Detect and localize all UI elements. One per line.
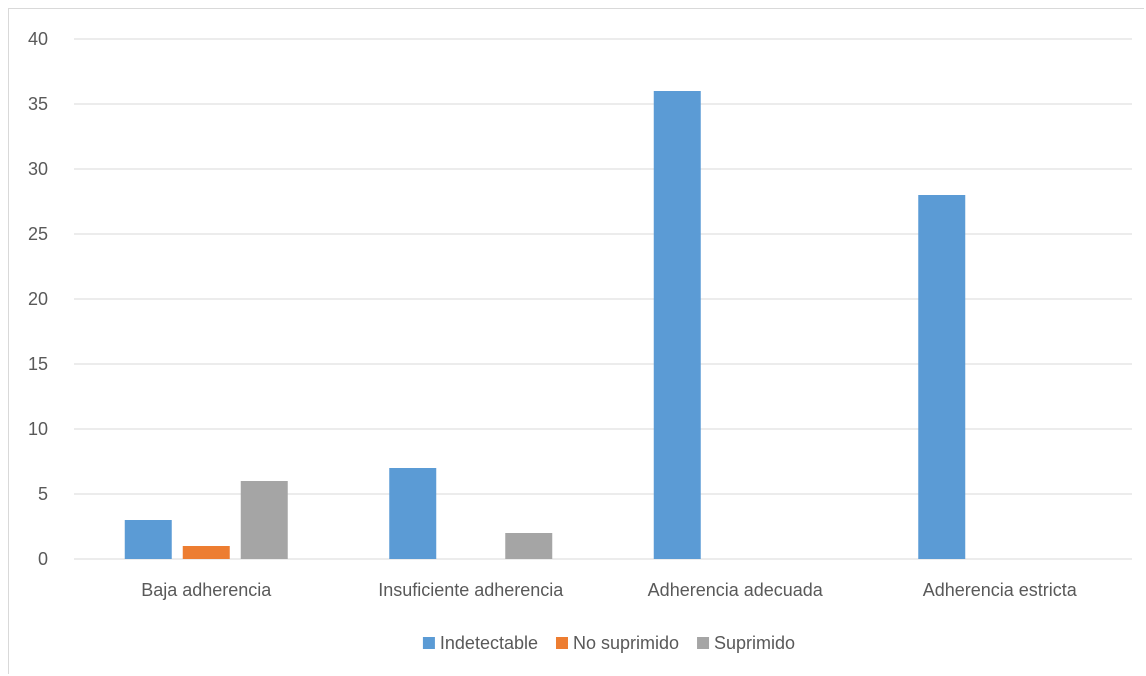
x-axis-category-labels: Baja adherencia Insuficiente adherencia Ad… <box>141 580 1078 600</box>
y-tick-label: 20 <box>28 289 48 309</box>
legend-label: Indetectable <box>440 633 538 653</box>
y-tick-label: 35 <box>28 94 48 114</box>
bar-indetectable-1 <box>389 468 437 559</box>
legend-label: No suprimido <box>573 633 679 653</box>
x-category-label: Adherencia adecuada <box>648 580 824 600</box>
y-tick-label: 10 <box>28 419 48 439</box>
y-tick-label: 25 <box>28 224 48 244</box>
bar-suprimido-1 <box>505 533 553 559</box>
bar-suprimido-0 <box>240 481 288 559</box>
y-tick-label: 30 <box>28 159 48 179</box>
y-tick-label: 0 <box>38 549 48 569</box>
x-category-label: Insuficiente adherencia <box>378 580 564 600</box>
gridlines <box>74 38 1132 560</box>
bar-no-suprimido-0 <box>182 546 230 559</box>
bar-indetectable-3 <box>918 195 966 559</box>
bar-indetectable-2 <box>653 91 701 559</box>
bars <box>124 91 966 559</box>
y-axis-tick-labels: 0 5 10 15 20 25 30 35 40 <box>28 29 48 569</box>
bar-indetectable-0 <box>124 520 172 559</box>
x-category-label: Adherencia estricta <box>923 580 1078 600</box>
y-tick-label: 15 <box>28 354 48 374</box>
legend-swatch-suprimido <box>697 637 710 649</box>
chart-frame <box>8 8 1144 674</box>
legend: Indetectable No suprimido Suprimido <box>422 633 795 653</box>
y-tick-label: 5 <box>38 484 48 504</box>
legend-swatch-no-suprimido <box>555 637 568 649</box>
x-category-label: Baja adherencia <box>141 580 272 600</box>
legend-label: Suprimido <box>714 633 795 653</box>
y-tick-label: 40 <box>28 29 48 49</box>
legend-swatch-indetectable <box>422 637 435 649</box>
